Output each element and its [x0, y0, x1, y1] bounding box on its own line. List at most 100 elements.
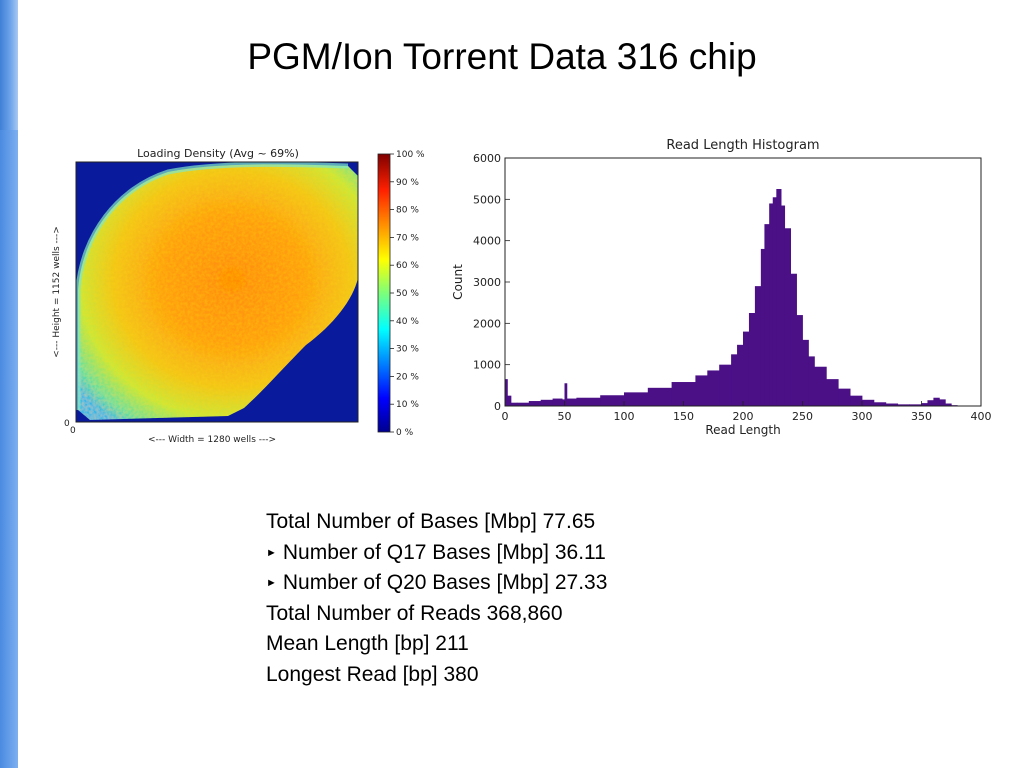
histogram-bar	[564, 383, 568, 406]
side-bar-band	[0, 130, 18, 768]
x-tick-label: 400	[971, 410, 992, 423]
histogram-bar	[507, 395, 512, 406]
histogram-bar	[838, 388, 851, 406]
heatmap-x-axis-label: <--- Width = 1280 wells --->	[148, 435, 276, 445]
histogram-bar	[760, 248, 765, 406]
stat-total-reads: Total Number of Reads 368,860	[266, 601, 563, 625]
heatmap-y-tick-0: 0	[64, 419, 70, 429]
colorbar-tick-label: 80 %	[396, 206, 419, 216]
colorbar-tick-label: 10 %	[396, 400, 419, 410]
histogram-bar	[647, 387, 672, 406]
histogram-bar	[814, 366, 827, 406]
histogram-bar	[909, 404, 922, 406]
colorbar-tick-label: 40 %	[396, 317, 419, 327]
heatmap-y-axis-label: <--- Height = 1152 wells --->	[52, 226, 62, 358]
colorbar-tick-label: 20 %	[396, 372, 419, 382]
histogram-bar	[850, 395, 863, 406]
histogram-bars	[505, 189, 960, 406]
x-tick-label: 200	[733, 410, 754, 423]
histogram-bar	[695, 375, 708, 406]
histogram-bar	[921, 403, 928, 406]
colorbar-tick-label: 50 %	[396, 289, 419, 299]
slide-title: PGM/Ion Torrent Data 316 chip	[247, 36, 757, 77]
x-tick-label: 0	[502, 410, 509, 423]
y-tick-label: 5000	[473, 193, 501, 206]
histogram-bar	[933, 397, 940, 406]
y-tick-label: 2000	[473, 317, 501, 330]
histogram-bar	[562, 399, 565, 406]
y-tick-label: 0	[494, 400, 501, 413]
histogram-bar	[790, 273, 797, 406]
x-tick-label: 350	[911, 410, 932, 423]
histogram-bar	[784, 228, 791, 406]
x-tick-label: 150	[673, 410, 694, 423]
bullet-icon: ►	[266, 546, 277, 559]
histogram-bar	[707, 370, 720, 406]
stat-q17-bases: ► Number of Q17 Bases [Mbp] 36.11	[266, 540, 606, 564]
histogram-x-ticks: 0 50 100 150 200 250 300 350 400	[502, 401, 992, 423]
histogram-bar	[719, 364, 732, 406]
histogram-bar	[505, 379, 508, 406]
stat-longest-read: Longest Read [bp] 380	[266, 662, 479, 686]
histogram-bar	[802, 339, 809, 406]
stat-q20-bases: ► Number of Q20 Bases [Mbp] 27.33	[266, 571, 608, 594]
histogram-bar	[540, 399, 553, 406]
histogram-bar	[600, 395, 625, 406]
histogram-bar	[743, 331, 750, 406]
bullet-icon: ►	[266, 577, 277, 589]
colorbar-tick-label: 60 %	[396, 261, 419, 271]
colorbar-tick-label: 70 %	[396, 233, 419, 243]
heatmap-edge-band	[75, 161, 349, 410]
histogram-bar	[862, 399, 875, 406]
histogram-bar	[754, 286, 762, 406]
histogram-bar	[826, 379, 839, 406]
histogram-bar	[772, 197, 777, 406]
histogram-bar	[552, 398, 563, 406]
histogram-bar	[885, 403, 899, 406]
histogram-bar	[927, 400, 934, 406]
histogram-bar	[737, 344, 744, 406]
y-tick-label: 6000	[473, 152, 501, 165]
histogram-bar	[776, 189, 782, 406]
colorbar-tick-label: 100 %	[396, 150, 425, 160]
x-tick-label: 300	[852, 410, 873, 423]
stat-mean-length: Mean Length [bp] 211	[266, 632, 469, 655]
histogram-y-ticks: 0 1000 2000 3000 4000 5000 6000	[473, 152, 510, 413]
histogram-x-axis-label: Read Length	[705, 423, 780, 437]
histogram-bar	[769, 203, 774, 406]
x-tick-label: 100	[614, 410, 635, 423]
histogram-bar	[796, 315, 803, 406]
histogram-bar	[873, 402, 887, 406]
y-tick-label: 3000	[473, 276, 501, 289]
x-tick-label: 50	[558, 410, 572, 423]
heatmap-x-tick-0: 0	[70, 426, 76, 436]
colorbar-ticks: 100 % 90 % 80 % 70 % 60 % 50 % 40 % 30 % 20 % 10 …	[390, 150, 425, 438]
colorbar-tick-label: 30 %	[396, 345, 419, 355]
heatmap-plot-frame	[75, 161, 359, 423]
histogram-bar	[897, 404, 910, 406]
y-tick-label: 4000	[473, 235, 501, 248]
histogram-bar	[764, 224, 770, 406]
histogram-bar	[748, 313, 756, 406]
histogram-bar	[510, 402, 518, 406]
colorbar-tick-label: 0 %	[396, 428, 414, 438]
histogram-title: Read Length Histogram	[666, 138, 819, 153]
histogram-bar	[781, 205, 786, 406]
heatmap-title: Loading Density (Avg ~ 69%)	[137, 147, 299, 160]
y-tick-label: 1000	[473, 359, 501, 372]
histogram-bar	[671, 382, 696, 406]
histogram-bar	[945, 403, 952, 406]
heatmap-colorbar	[377, 153, 391, 433]
stat-total-bases: Total Number of Bases [Mbp] 77.65	[266, 510, 596, 533]
histogram-bar	[624, 392, 649, 406]
histogram-bar	[528, 401, 542, 406]
x-tick-label: 250	[792, 410, 813, 423]
colorbar-tick-label: 90 %	[396, 178, 419, 188]
histogram-bar	[516, 402, 530, 406]
histogram-bar	[939, 399, 946, 406]
histogram-bar	[576, 397, 601, 406]
loading-density-heatmap: Loading Density (Avg ~ 69%) <--- Width =…	[52, 147, 425, 445]
read-length-histogram: Read Length Histogram 0 50 100 150 200 250 300…	[451, 138, 992, 437]
slide-side-bar	[0, 0, 18, 768]
histogram-bar	[731, 354, 738, 406]
